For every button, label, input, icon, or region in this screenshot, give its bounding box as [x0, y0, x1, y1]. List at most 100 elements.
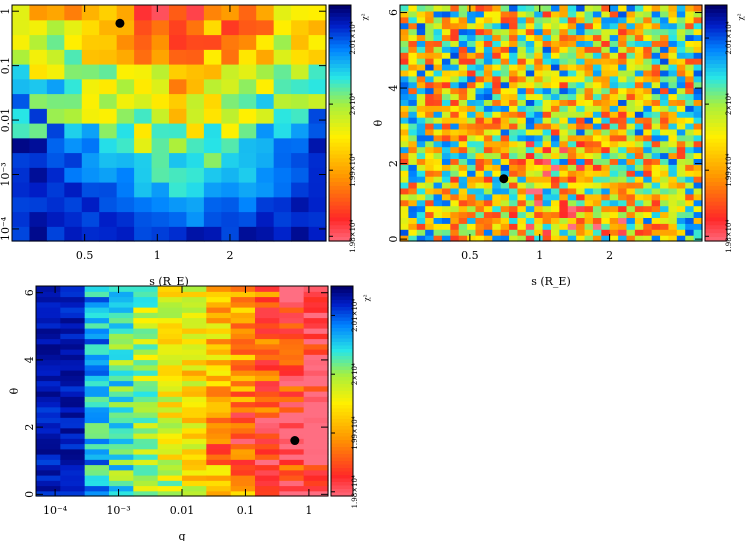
- colorbar-segment: [329, 12, 351, 18]
- heatmap-cell: [458, 146, 468, 154]
- heatmap-cell: [279, 459, 305, 466]
- heatmap-cell: [256, 211, 275, 227]
- heatmap-cell: [206, 417, 232, 424]
- heatmap-cell: [151, 123, 170, 139]
- heatmap-cell: [450, 229, 460, 236]
- heatmap-cell: [458, 5, 468, 12]
- heatmap-cell: [660, 146, 670, 154]
- heatmap-cell: [542, 211, 552, 218]
- heatmap-cell: [475, 69, 485, 77]
- heatmap-cell: [400, 99, 409, 106]
- heatmap-cell: [676, 140, 686, 148]
- x-tick-label: 0.5: [461, 249, 479, 262]
- heatmap-cell: [492, 52, 502, 59]
- heatmap-cell: [676, 229, 686, 236]
- heatmap-cell: [609, 123, 619, 130]
- heatmap-cell: [157, 443, 183, 450]
- colorbar-segment: [329, 221, 351, 226]
- heatmap-cell: [626, 229, 636, 236]
- heatmap-cell: [517, 187, 527, 195]
- heatmap-cell: [182, 364, 207, 371]
- heatmap-cell: [584, 217, 594, 224]
- heatmap-cell: [534, 5, 544, 12]
- heatmap-cell: [651, 58, 661, 65]
- heatmap-cell: [609, 40, 619, 47]
- heatmap-cell: [592, 28, 602, 36]
- heatmap-cell: [634, 199, 644, 207]
- heatmap-cell: [668, 40, 678, 47]
- heatmap-cell: [416, 22, 426, 30]
- heatmap-cell: [509, 52, 519, 59]
- heatmap-cell: [492, 152, 502, 159]
- heatmap-cell: [206, 370, 232, 376]
- heatmap-cell: [433, 28, 443, 36]
- heatmap-cell: [255, 422, 280, 429]
- heatmap-cell: [542, 10, 552, 18]
- heatmap-cell: [109, 364, 134, 371]
- heatmap-cell: [109, 354, 134, 361]
- heatmap-cell: [84, 433, 110, 439]
- heatmap-cell: [551, 152, 560, 159]
- heatmap-cell: [116, 108, 135, 124]
- heatmap-cell: [693, 87, 703, 95]
- heatmap-cell: [450, 64, 460, 71]
- colorbar-segment: [329, 67, 351, 73]
- heatmap-cell: [542, 117, 552, 124]
- heatmap-cell: [517, 52, 527, 59]
- heatmap-cell: [279, 490, 305, 497]
- heatmap-cell: [182, 422, 207, 429]
- heatmap-cell: [601, 182, 611, 189]
- heatmap-cell: [400, 34, 409, 41]
- heatmap-cell: [534, 223, 544, 230]
- heatmap-cell: [651, 22, 661, 30]
- heatmap-cell: [109, 322, 134, 329]
- heatmap-cell: [676, 5, 686, 12]
- heatmap-cell: [81, 108, 100, 124]
- heatmap-cell: [441, 10, 451, 18]
- heatmap-cell: [676, 40, 686, 47]
- heatmap-cell: [643, 229, 653, 236]
- heatmap-cell: [643, 75, 653, 83]
- heatmap-cell: [517, 75, 527, 83]
- heatmap-cell: [475, 229, 485, 236]
- heatmap-cell: [433, 140, 443, 148]
- heatmap-cell: [182, 359, 207, 366]
- heatmap-cell: [408, 22, 418, 30]
- heatmap-cell: [660, 5, 670, 12]
- colorbar-tick-label: 2.01×10⁴: [351, 299, 359, 332]
- heatmap-cell: [291, 49, 310, 65]
- heatmap-cell: [500, 22, 510, 30]
- heatmap-cell: [291, 108, 310, 124]
- heatmap-cell: [169, 64, 188, 80]
- heatmap-cell: [551, 128, 560, 136]
- heatmap-cell: [626, 111, 636, 118]
- heatmap-cell: [416, 235, 426, 242]
- colorbar-segment: [705, 20, 727, 26]
- heatmap-cell: [534, 81, 544, 89]
- heatmap-cell: [509, 182, 519, 189]
- colorbar-segment: [331, 394, 353, 399]
- heatmap-cell: [584, 10, 594, 18]
- heatmap-cell: [592, 117, 602, 124]
- heatmap-cell: [660, 58, 670, 65]
- heatmap-cell: [203, 93, 222, 109]
- heatmap-cell: [685, 52, 695, 59]
- heatmap-cell: [273, 211, 292, 227]
- heatmap-cell: [601, 81, 611, 89]
- heatmap-cell: [441, 187, 451, 195]
- heatmap-cell: [500, 75, 510, 83]
- heatmap-cell: [601, 22, 611, 30]
- heatmap-cell: [509, 187, 519, 195]
- heatmap-cell: [592, 193, 602, 201]
- heatmap-cell: [609, 28, 619, 36]
- heatmap-cell: [584, 99, 594, 106]
- heatmap-cell: [255, 296, 280, 303]
- heatmap-cell: [467, 28, 477, 36]
- heatmap-cell: [517, 69, 527, 77]
- heatmap-cell: [186, 211, 205, 227]
- heatmap-cell: [626, 28, 636, 36]
- heatmap-cell: [576, 152, 586, 159]
- colorbar-segment: [331, 457, 353, 462]
- heatmap-cell: [475, 193, 485, 201]
- heatmap-cell: [534, 170, 544, 177]
